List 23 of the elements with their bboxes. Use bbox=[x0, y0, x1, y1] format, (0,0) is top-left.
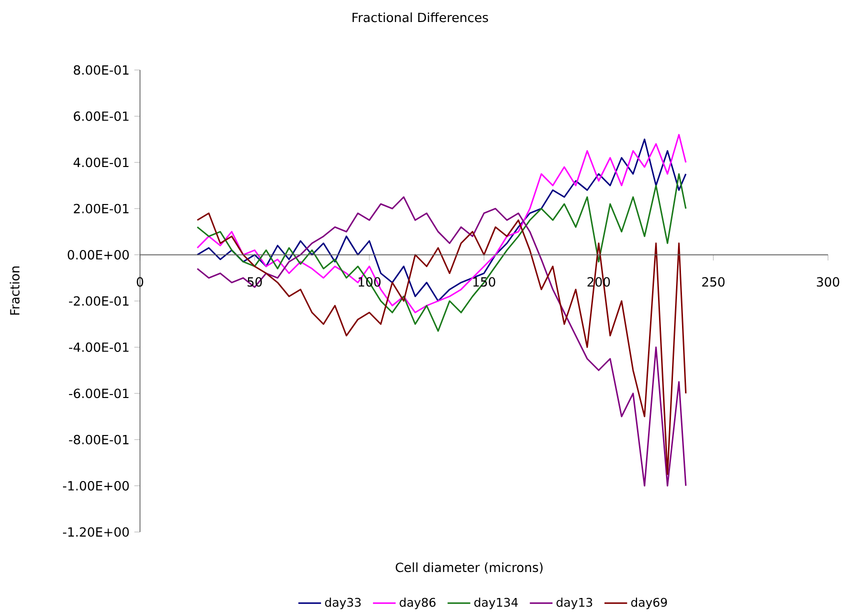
y-tick-label: -8.00E-01 bbox=[69, 434, 128, 444]
legend-label: day13 bbox=[556, 598, 592, 610]
y-tick-label: -6.00E-01 bbox=[69, 388, 128, 398]
legend-label: day134 bbox=[474, 598, 518, 610]
line-series bbox=[196, 173, 687, 332]
y-axis-title: Fraction bbox=[10, 266, 20, 315]
x-tick-label: 250 bbox=[702, 277, 725, 287]
x-tick-label: 0 bbox=[136, 277, 144, 287]
legend-label: day33 bbox=[325, 598, 361, 610]
x-tick-label: 300 bbox=[816, 277, 840, 287]
y-tick-label: 2.00E-01 bbox=[74, 204, 128, 214]
y-tick-label: 6.00E-01 bbox=[74, 111, 128, 121]
y-tick-label: 0.00E+00 bbox=[68, 250, 129, 260]
y-tick-label: -1.00E+00 bbox=[63, 481, 129, 491]
y-tick-label: -1.20E+00 bbox=[63, 527, 129, 537]
legend-label: day69 bbox=[631, 598, 667, 610]
legend-label: day86 bbox=[400, 598, 436, 610]
y-tick-label: 8.00E-01 bbox=[74, 65, 128, 75]
chart-title: Fractional Differences bbox=[352, 12, 488, 22]
y-tick-label: -4.00E-01 bbox=[69, 342, 128, 352]
y-tick-label: -2.00E-01 bbox=[69, 296, 128, 306]
x-axis-title: Cell diameter (microns) bbox=[396, 562, 543, 574]
y-tick-label: 4.00E-01 bbox=[74, 158, 128, 168]
